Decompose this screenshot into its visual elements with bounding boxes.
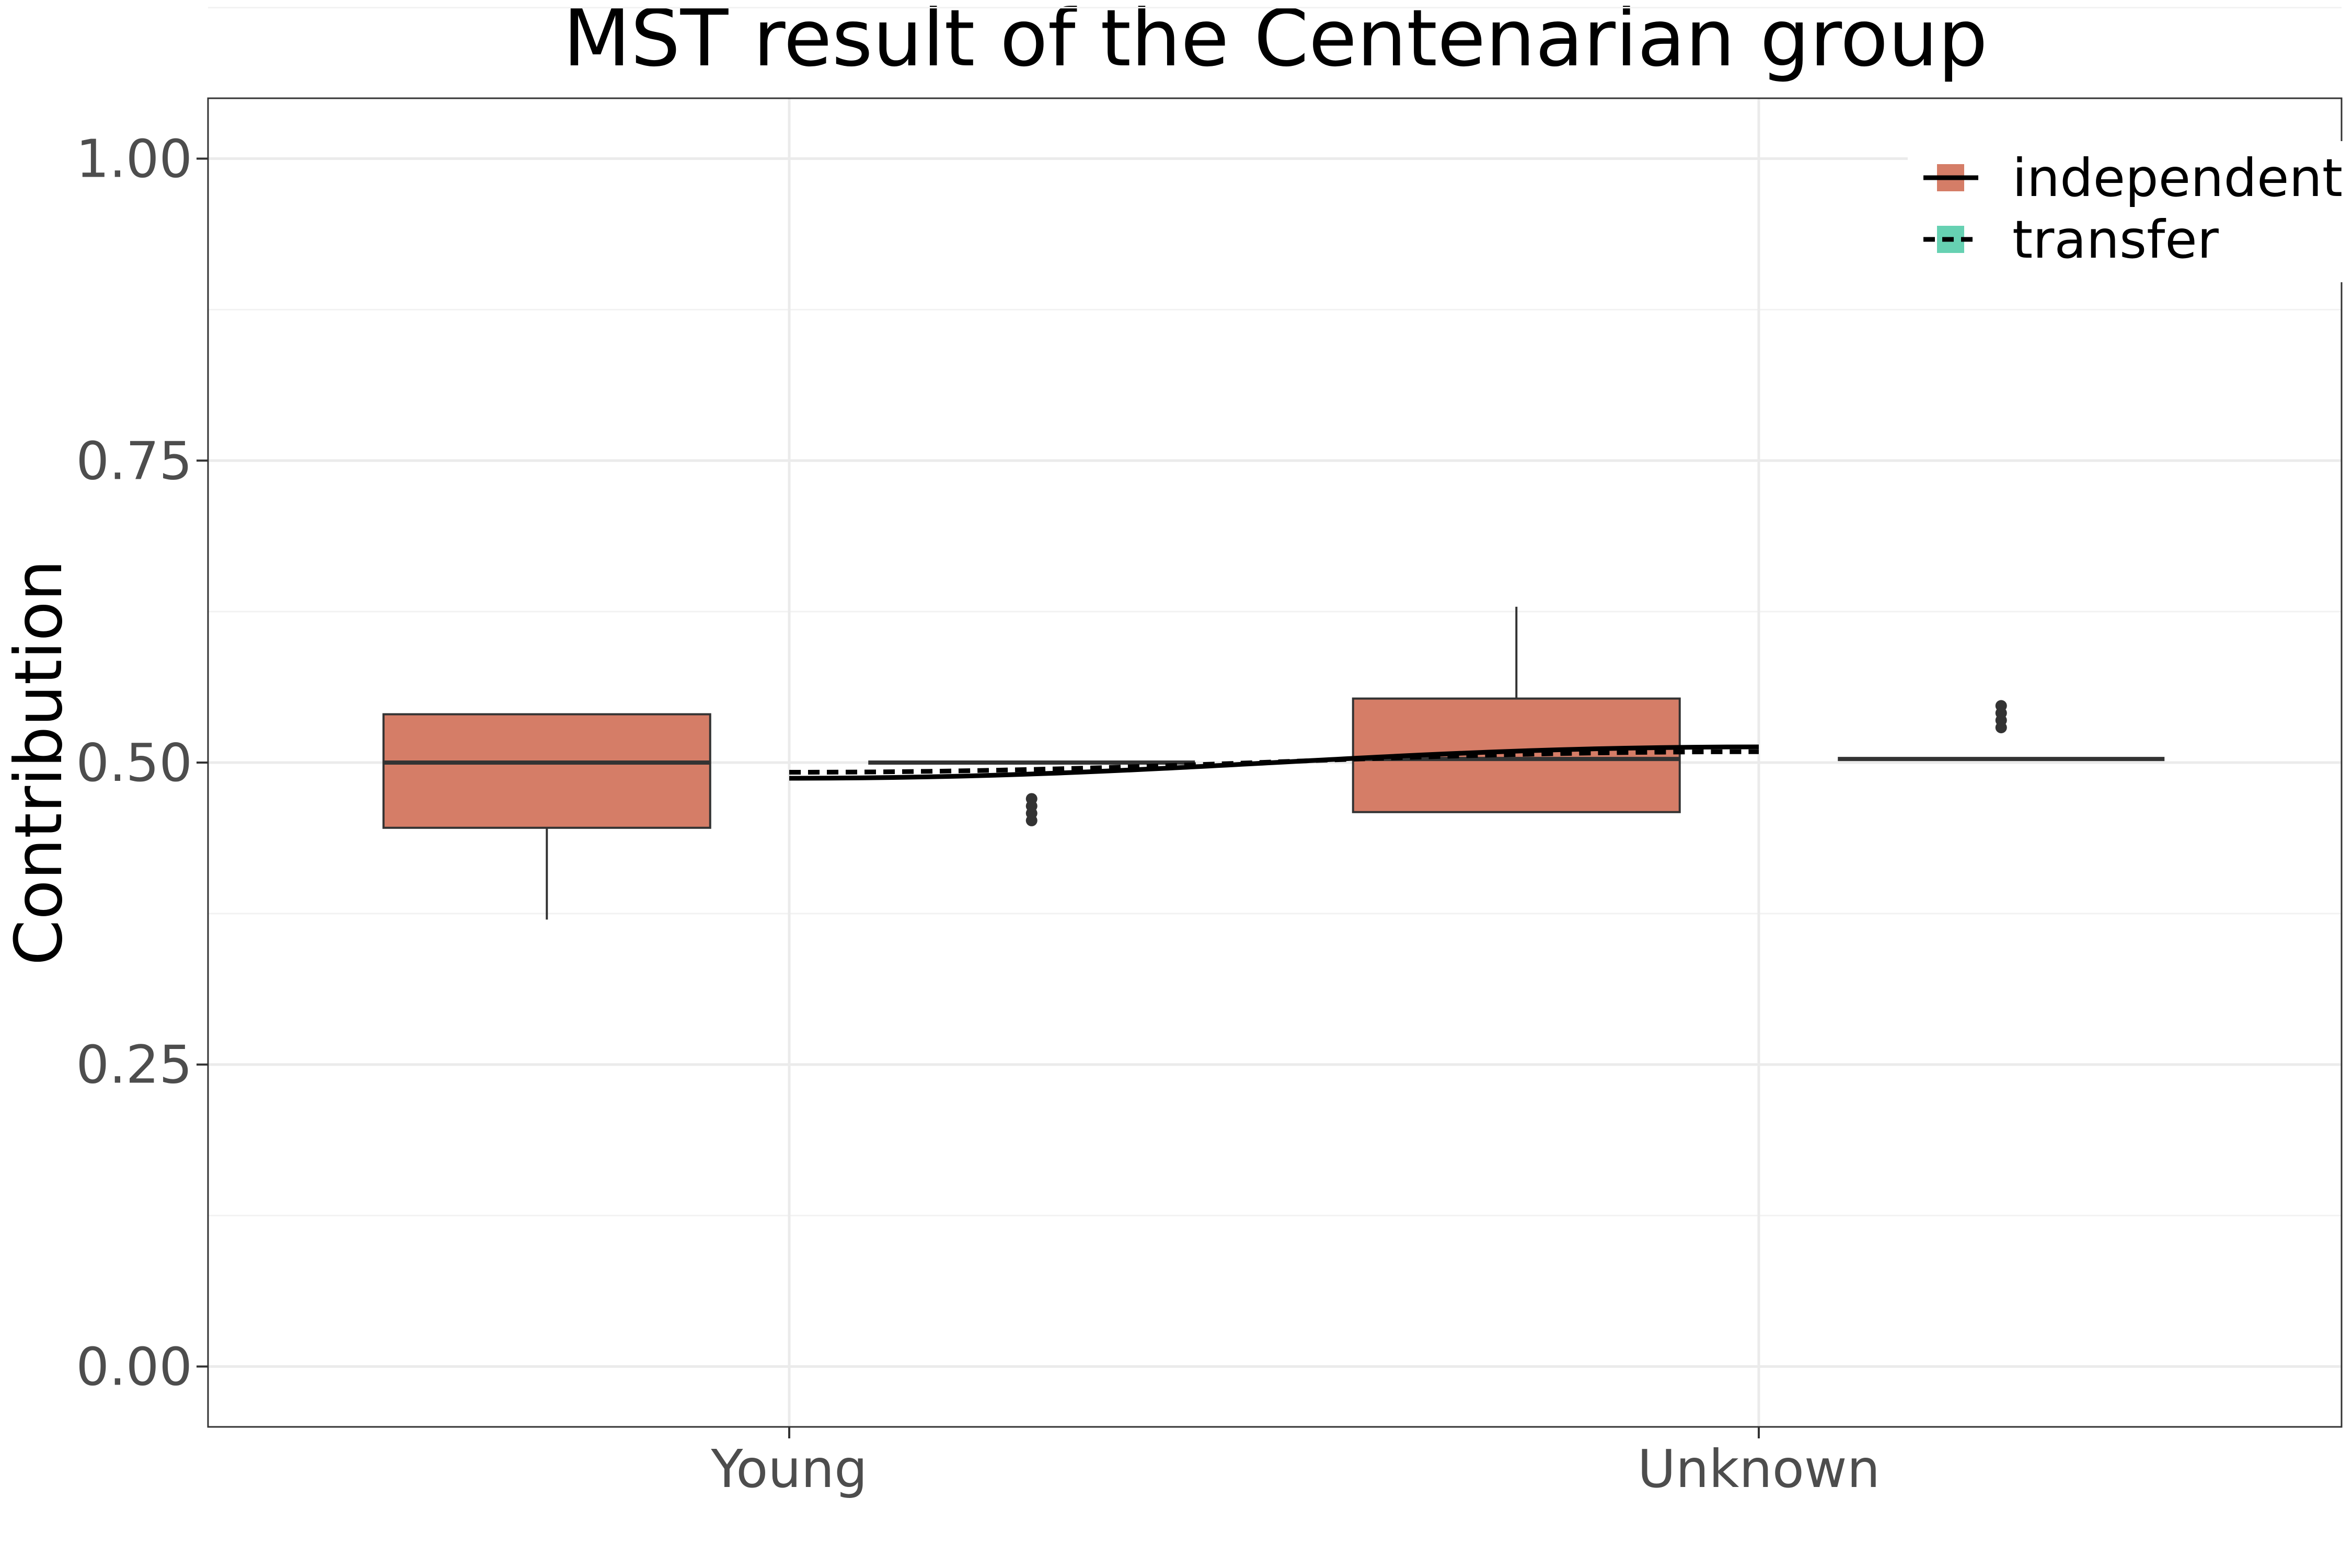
y-tick-label: 1.00 [76, 129, 192, 190]
x-axis: Young Unknown [710, 1427, 1880, 1500]
legend-label: independent [2012, 147, 2343, 209]
x-tick-label: Unknown [1638, 1438, 1880, 1500]
y-tick-label: 0.25 [76, 1034, 192, 1096]
y-tick-label: 0.00 [76, 1336, 192, 1397]
trend-line [789, 744, 1759, 781]
legend-label: transfer [2012, 209, 2219, 270]
y-axis: 0.00 0.25 0.50 0.75 1.00 [76, 129, 208, 1397]
box [382, 713, 711, 829]
x-tick-label: Young [710, 1438, 867, 1500]
y-axis-title: Contribution [1, 560, 77, 965]
y-tick-label: 0.50 [76, 732, 192, 793]
legend-background [1908, 141, 2352, 282]
outlier-point [1995, 700, 2007, 712]
chart-title: MST result of the Centenarian group [563, 0, 1988, 84]
plot-content [382, 606, 2165, 920]
outlier-point [1025, 793, 1037, 805]
y-tick-label: 0.75 [76, 430, 192, 491]
